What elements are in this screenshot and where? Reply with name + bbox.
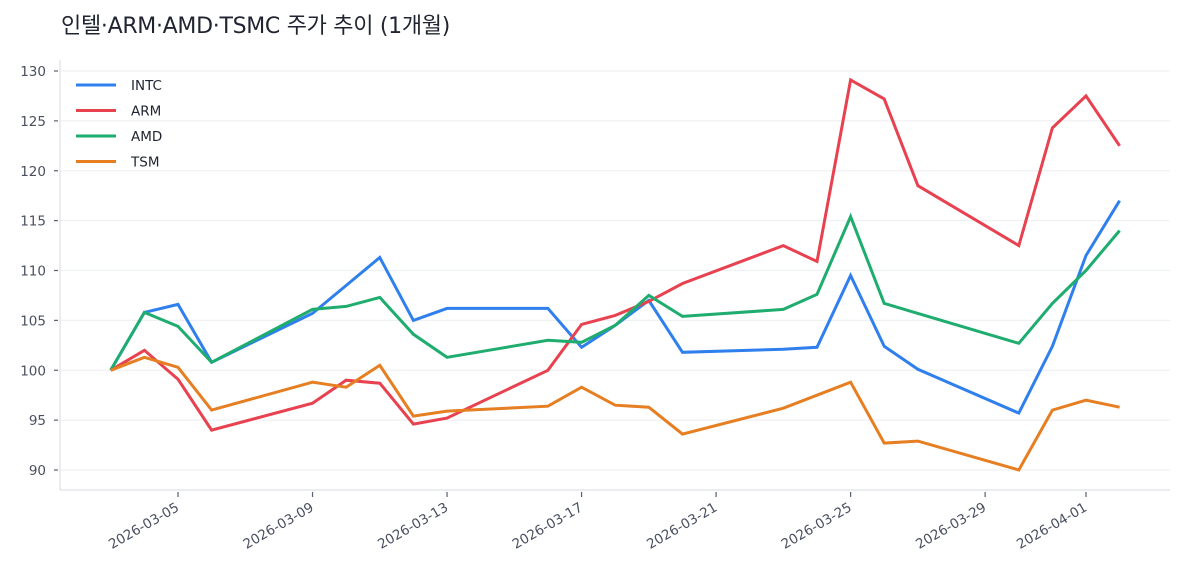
- x-tick-label: 2026-03-05: [106, 500, 182, 553]
- y-tick-label: 125: [20, 114, 46, 130]
- x-tick-label: 2026-03-25: [779, 500, 855, 553]
- series-line-tsm: [110, 355, 1120, 472]
- x-tick-label: 2026-03-17: [510, 500, 586, 553]
- axes: 90 95 100 105 110 115 120 125 130 2026-03-05 2026-…: [20, 60, 1170, 553]
- y-tick-label: 115: [20, 214, 46, 230]
- legend-label-tsm: TSM: [130, 155, 159, 171]
- series-lines: [109, 77, 1121, 472]
- series-line-arm: [109, 77, 1121, 432]
- legend: INTC ARM AMD TSM: [76, 78, 162, 171]
- gridlines: [60, 70, 1170, 471]
- y-tick-label: 100: [20, 363, 46, 379]
- y-tick-label: 110: [20, 264, 46, 280]
- legend-label-amd: AMD: [131, 129, 162, 145]
- legend-label-arm: ARM: [131, 104, 161, 120]
- y-tick-label: 120: [20, 164, 46, 180]
- y-tick-label: 130: [20, 64, 46, 80]
- x-tick-label: 2026-03-21: [644, 500, 720, 553]
- legend-label-intc: INTC: [131, 78, 162, 94]
- x-tick-label: 2026-04-01: [1014, 500, 1090, 553]
- series-line-amd: [109, 212, 1121, 372]
- x-tick-label: 2026-03-09: [241, 500, 317, 553]
- x-tick-label: 2026-03-29: [913, 500, 989, 553]
- x-tick-label: 2026-03-13: [375, 500, 451, 553]
- y-tick-label: 95: [29, 413, 46, 429]
- y-tick-label: 90: [29, 463, 46, 479]
- y-tick-label: 105: [20, 313, 46, 329]
- chart-title: 인텔·ARM·AMD·TSMC 주가 추이 (1개월): [61, 14, 450, 39]
- series-line-intc: [109, 199, 1121, 416]
